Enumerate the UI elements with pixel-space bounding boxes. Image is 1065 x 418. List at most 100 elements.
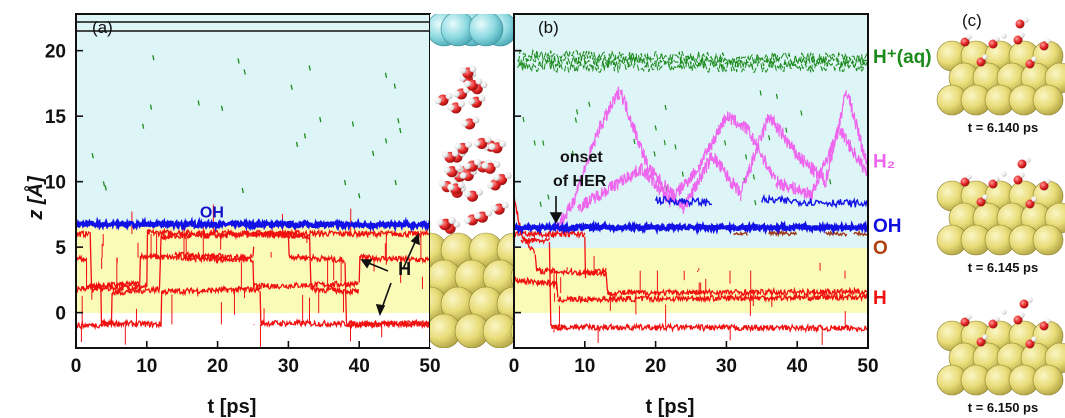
a-h-trace xyxy=(76,281,430,330)
a-green-dash xyxy=(319,117,322,123)
x-tick-label: 50 xyxy=(857,356,878,377)
y-tick-label: 15 xyxy=(45,107,67,128)
x-tick-label: 0 xyxy=(71,356,82,377)
b-green-dash xyxy=(768,135,771,141)
hydrogen-atom xyxy=(966,174,972,180)
b-h-aq-trace xyxy=(517,48,868,220)
b-green-dash xyxy=(723,140,727,146)
a-green-dash xyxy=(394,180,397,186)
oxygen-atom xyxy=(960,177,970,187)
b-h-aq-line xyxy=(517,54,868,70)
snapshot-3 xyxy=(936,297,1065,396)
a-green-dash xyxy=(243,69,246,75)
a-h-annotation: H xyxy=(398,259,411,279)
b-green-dash xyxy=(653,151,656,157)
b-green-dash xyxy=(754,200,757,206)
a-green-dash xyxy=(372,150,375,156)
oxygen-atom xyxy=(976,57,986,67)
a-green-dash xyxy=(197,100,200,106)
hydrogen-atom xyxy=(1045,318,1051,324)
hydrogen-atom xyxy=(1001,171,1007,177)
a-h-trace xyxy=(76,227,430,294)
gold-atom xyxy=(1032,364,1064,396)
oxygen-atom xyxy=(976,197,986,207)
a-h-arrows xyxy=(360,233,420,317)
oxygen-atom xyxy=(1025,199,1035,209)
hydrogen-atom xyxy=(1031,56,1037,62)
b-y-ticks xyxy=(514,49,521,314)
b-green-dash xyxy=(588,101,591,107)
a-green-dash xyxy=(358,193,361,199)
panel-c-label: (c) xyxy=(962,11,982,30)
a-green-dash xyxy=(142,123,145,129)
b-h-trace xyxy=(514,228,607,279)
a-h-traces xyxy=(76,204,430,348)
hydrogen-atom xyxy=(1019,172,1025,178)
hydrogen-atom xyxy=(1045,178,1051,184)
b-o-segment xyxy=(824,230,848,238)
b-green-dash xyxy=(664,104,667,111)
a-oh-annotation: OH xyxy=(200,205,224,222)
a-x-ticks: 0 10 20 30 40 50 xyxy=(71,341,441,377)
oxygen-atom xyxy=(1013,315,1023,325)
b-green-dash xyxy=(745,154,748,160)
b-green-dash xyxy=(663,140,666,146)
gold-atom xyxy=(1032,84,1064,116)
y-tick-label: 20 xyxy=(45,42,66,63)
oxygen-atom xyxy=(1013,175,1023,185)
y-tick-label: 10 xyxy=(45,173,66,194)
b-o-segment xyxy=(768,229,798,238)
x-tick-label: 50 xyxy=(419,356,440,377)
b-green-dash xyxy=(674,144,677,150)
simulation-cell-image xyxy=(430,14,514,348)
hydrogen-atom xyxy=(966,314,972,320)
hydrogen-atom xyxy=(1001,33,1007,39)
x-tick-label: 10 xyxy=(574,356,595,377)
a-green-dash xyxy=(290,84,293,90)
a-green-dash xyxy=(399,127,402,134)
b-x-axis-label: t [ps] xyxy=(646,396,695,418)
a-green-dash xyxy=(237,58,240,64)
onset-annotation-line1: onset xyxy=(560,149,603,166)
onset-arrow xyxy=(549,196,563,224)
hydrogen-atom xyxy=(966,34,972,40)
snapshot-caption-1: t = 6.140 ps xyxy=(968,120,1038,135)
hydrogen-atom xyxy=(994,316,1000,322)
panel-a-label: (a) xyxy=(92,18,113,37)
b-h-trace xyxy=(514,194,868,299)
hydrogen-atom xyxy=(982,54,988,60)
a-h-trace xyxy=(174,230,360,297)
right-label-h2: H₂ xyxy=(873,152,895,173)
b-h-aq-line xyxy=(517,48,868,66)
x-tick-label: 30 xyxy=(278,356,299,377)
b-green-dash xyxy=(785,127,788,133)
a-green-dash xyxy=(343,179,347,186)
x-tick-label: 20 xyxy=(207,356,228,377)
a-green-dash xyxy=(384,72,388,79)
oxygen-atom xyxy=(1039,181,1049,191)
a-green-dash xyxy=(295,141,299,147)
oxygen-atom xyxy=(1039,41,1049,51)
b-green-dash xyxy=(829,179,832,185)
y-tick-label: 0 xyxy=(55,304,66,325)
x-tick-label: 0 xyxy=(509,356,520,377)
panel-a: 0 10 20 30 40 50 0 5 10 15 20 (a) OH H z [Å] t [p… xyxy=(23,13,441,418)
hydrogen-atom xyxy=(1019,312,1025,318)
hydrogen-atom xyxy=(1023,17,1029,23)
oxygen-atom xyxy=(988,319,998,329)
a-green-dash xyxy=(351,121,355,127)
right-label-oh: OH xyxy=(873,216,902,237)
a-oh-trace xyxy=(76,216,430,233)
hydrogen-atom xyxy=(1025,157,1031,163)
right-label-h-aq: H⁺(aq) xyxy=(873,47,932,68)
a-green-dash xyxy=(104,185,107,191)
a-y-ticks: 0 5 10 15 20 xyxy=(45,42,83,325)
b-green-dash xyxy=(752,174,755,180)
hydrogen-atom xyxy=(1027,297,1033,303)
b-green-dash xyxy=(571,150,575,156)
snapshot-caption-2: t = 6.145 ps xyxy=(968,260,1038,275)
hydrogen-atom xyxy=(1019,32,1025,38)
snapshot-2 xyxy=(936,157,1065,256)
b-green-dash xyxy=(547,194,550,200)
